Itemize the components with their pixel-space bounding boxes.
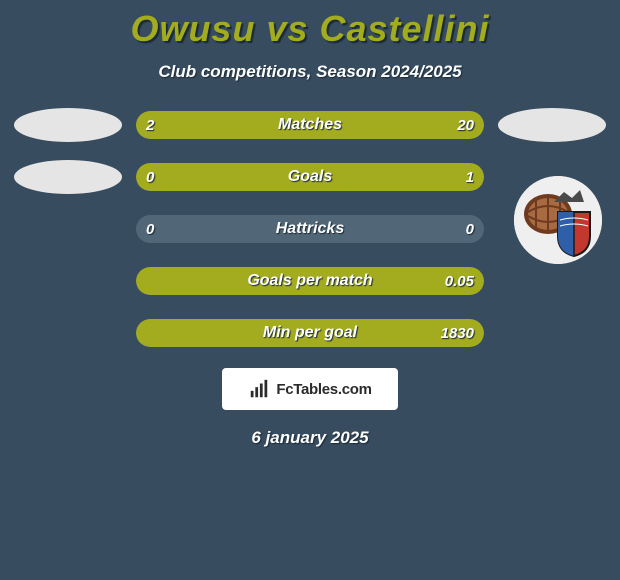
bar-label: Matches	[136, 111, 484, 139]
spacer	[498, 316, 606, 350]
bar-label: Goals per match	[136, 267, 484, 295]
spacer	[14, 316, 122, 350]
player-left-ellipse	[14, 160, 122, 194]
comparison-row: 0.05Goals per match	[0, 264, 620, 298]
spacer	[14, 264, 122, 298]
comparison-bar: 220Matches	[136, 111, 484, 139]
bar-label: Hattricks	[136, 215, 484, 243]
subtitle: Club competitions, Season 2024/2025	[0, 62, 620, 82]
comparison-row: 1830Min per goal	[0, 316, 620, 350]
club-crest	[514, 176, 602, 264]
page-title: Owusu vs Castellini	[0, 0, 620, 50]
spacer	[14, 212, 122, 246]
date-label: 6 january 2025	[0, 428, 620, 448]
player-right-ellipse	[498, 108, 606, 142]
player-left-ellipse	[14, 108, 122, 142]
comparison-row: 220Matches	[0, 108, 620, 142]
comparison-bar: 0.05Goals per match	[136, 267, 484, 295]
bar-chart-icon	[248, 378, 270, 400]
attribution-text: FcTables.com	[276, 381, 371, 398]
comparison-bar: 1830Min per goal	[136, 319, 484, 347]
spacer	[498, 264, 606, 298]
bar-label: Goals	[136, 163, 484, 191]
comparison-bar: 01Goals	[136, 163, 484, 191]
bar-label: Min per goal	[136, 319, 484, 347]
attribution-badge: FcTables.com	[222, 368, 398, 410]
comparison-bar: 00Hattricks	[136, 215, 484, 243]
